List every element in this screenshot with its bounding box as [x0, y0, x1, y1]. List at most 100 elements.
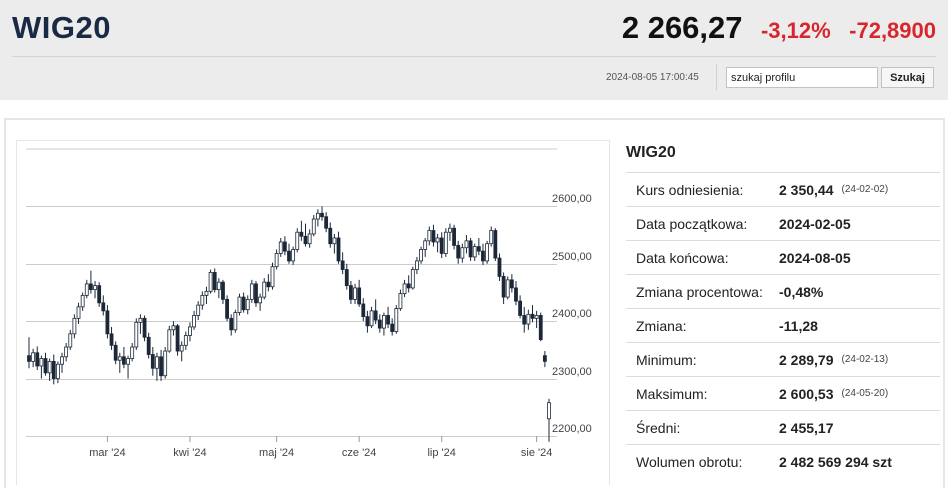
candle-body-up — [155, 356, 159, 369]
candle-body-up — [464, 240, 469, 249]
stats-date: (24-02-13) — [841, 354, 889, 365]
candle — [538, 312, 543, 342]
candle — [84, 279, 89, 299]
stats-label: Data końcowa: — [636, 249, 729, 266]
candle — [64, 343, 69, 362]
candle — [303, 223, 308, 247]
candle — [505, 276, 510, 300]
candle-body-up — [472, 246, 477, 258]
candle-body-up — [332, 237, 337, 245]
candle — [365, 310, 370, 333]
candle — [373, 299, 378, 325]
candle-body-down — [406, 283, 411, 289]
candle-body-up — [295, 231, 300, 250]
candle — [386, 306, 390, 329]
stats-label: Wolumen obrotu: — [636, 453, 743, 470]
candle-body-up — [138, 317, 143, 323]
candle — [439, 232, 444, 259]
candle-body-down — [357, 287, 362, 305]
candle — [324, 212, 329, 233]
candle-body-up — [485, 243, 489, 262]
stats-date: (24-05-20) — [841, 388, 889, 399]
candle-body-down — [373, 310, 378, 321]
candle-body-down — [225, 298, 229, 319]
candle — [68, 329, 73, 350]
candle-body-down — [150, 354, 155, 369]
candle — [427, 226, 432, 246]
candle — [382, 312, 386, 336]
candle-body-up — [60, 356, 64, 365]
candle-body-down — [365, 316, 370, 327]
profile-search-input[interactable] — [726, 67, 878, 88]
candle-body-down — [456, 245, 461, 259]
candle-body-down — [105, 310, 110, 335]
stats-value: -11,28 — [779, 317, 818, 334]
candle-body-up — [460, 247, 465, 259]
candle — [159, 349, 163, 381]
candle — [369, 306, 374, 329]
candle — [241, 292, 246, 313]
candle-body-down — [282, 241, 287, 252]
candle — [89, 270, 93, 294]
stats-value: 2 600,53 — [779, 385, 834, 402]
candle-body-up — [274, 253, 279, 268]
stats-row-change: Zmiana: -11,28 — [626, 308, 940, 342]
candle — [542, 351, 547, 368]
candle — [212, 268, 217, 293]
candle — [278, 237, 283, 257]
chart-frame — [16, 140, 610, 485]
stats-value: 2 350,44 — [779, 181, 834, 198]
candle-body-up — [526, 313, 531, 325]
candle-body-up — [245, 298, 250, 311]
candle-body-up — [171, 325, 176, 331]
candle-body-down — [43, 358, 48, 374]
candle — [47, 358, 52, 381]
candle — [398, 289, 403, 311]
candle — [443, 228, 448, 257]
quote-summary: 2 266,27 -3,12% -72,8900 — [622, 10, 936, 46]
candle-body-up — [382, 315, 386, 329]
stats-label: Kurs odniesienia: — [636, 181, 744, 198]
candlestick-chart: 2200,00 2300,00 2400,00 2500,00 2600,00 mar … — [26, 148, 592, 459]
candle-body-down — [97, 285, 102, 304]
candle — [410, 266, 415, 290]
search-button[interactable]: Szukaj — [881, 67, 934, 88]
candle — [266, 274, 271, 292]
candle — [171, 321, 176, 336]
candle-body-down — [518, 300, 523, 316]
candle-body-up — [307, 233, 312, 245]
candle-body-up — [31, 352, 36, 362]
candle — [105, 305, 110, 339]
candle-body-down — [122, 356, 126, 365]
candle-body-down — [344, 269, 349, 287]
candle-body-down — [35, 352, 40, 367]
candle-body-up — [534, 315, 539, 319]
change-absolute: -72,8900 — [849, 18, 936, 43]
candle-body-up — [547, 402, 551, 420]
candle — [460, 243, 465, 263]
candle-body-down — [542, 355, 547, 362]
candle-body-down — [452, 227, 456, 246]
candle — [188, 322, 192, 342]
candle-body-up — [72, 317, 77, 335]
candle — [117, 352, 122, 373]
content-panel — [4, 118, 945, 488]
x-tick-label: kwi '24 — [173, 447, 206, 459]
candle-body-up — [76, 306, 81, 319]
candle-body-up — [68, 333, 73, 348]
candle — [39, 355, 44, 379]
candle — [262, 278, 267, 300]
x-tick-label: maj '24 — [259, 447, 294, 459]
candle — [183, 331, 188, 350]
candle-body-up — [410, 269, 415, 289]
stats-row-reference: Kurs odniesienia: 2 350,44 (24-02-02) — [626, 172, 940, 206]
x-tick-label: mar '24 — [89, 447, 125, 459]
candle — [249, 279, 254, 303]
candle — [216, 278, 221, 299]
search-divider — [716, 64, 717, 90]
candle-body-up — [315, 212, 320, 220]
x-tick-label: cze '24 — [342, 447, 377, 459]
candle — [456, 240, 461, 264]
candle — [80, 292, 85, 311]
candle-body-down — [324, 216, 329, 229]
